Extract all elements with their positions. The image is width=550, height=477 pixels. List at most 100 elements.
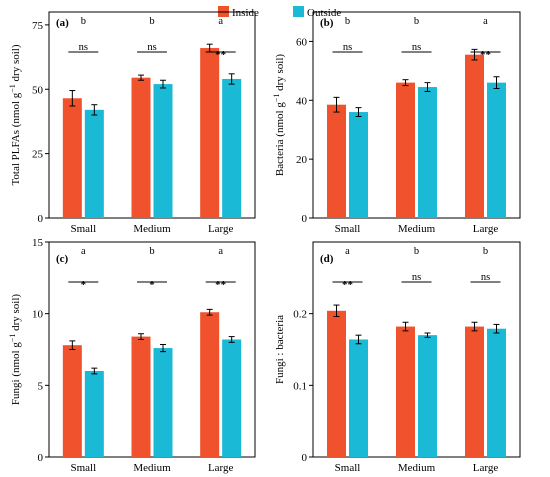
significance-label: ns (147, 42, 156, 53)
group-letter: a (81, 246, 86, 257)
x-tick-label: Medium (133, 223, 171, 235)
chart-panel: 0 25 50 75 Total PLFAs (nmol g−1 dry soil) (a… (8, 11, 256, 235)
group-letter: b (345, 16, 350, 27)
group-letter: a (345, 246, 350, 257)
chart-panel: 0 5 10 15 Fungi (nmol g−1 dry soil) (c) Small a… (8, 237, 256, 474)
group-letter: a (483, 16, 488, 27)
bar (487, 82, 506, 218)
plot-frame (312, 11, 521, 219)
y-tick-label: 5 (38, 380, 44, 392)
bar (349, 339, 368, 457)
x-tick-label: Medium (133, 462, 171, 474)
y-tick-label: 10 (32, 309, 44, 321)
bar (465, 54, 484, 218)
bar (222, 339, 242, 457)
y-axis-label-main: Total PLFAs (nmol g (10, 92, 22, 185)
significance-label: * (149, 279, 155, 291)
bar (62, 98, 82, 218)
significance-label: ** (215, 279, 227, 291)
y-tick-label: 0 (302, 452, 308, 464)
y-tick-label: 0 (38, 213, 44, 225)
group-letter: a (218, 246, 223, 257)
bar (153, 348, 173, 457)
y-tick-label: 20 (296, 154, 308, 166)
bar (84, 109, 104, 218)
x-tick-label: Large (473, 223, 499, 235)
y-axis-label: Fungi (nmol g−1 dry soil) (8, 294, 22, 406)
y-axis-label-tail: dry soil) (10, 44, 22, 84)
chart-panel: 0 0.1 0.2 Fungi : bacteria (d) Small a ** Medium… (274, 241, 521, 474)
bar (222, 78, 242, 218)
panel-label: (a) (56, 17, 69, 29)
significance-label: ns (79, 42, 88, 53)
bar (153, 84, 173, 218)
y-tick-label: 15 (32, 237, 44, 249)
bar (487, 328, 506, 457)
y-tick-label: 0.2 (293, 309, 307, 321)
y-tick-label: 60 (296, 36, 308, 48)
group-letter: b (414, 246, 419, 257)
bar (84, 371, 104, 457)
y-axis-label-main: Fungi (nmol g (10, 342, 22, 405)
y-axis-label: Total PLFAs (nmol g−1 dry soil) (8, 44, 22, 185)
group-letter: b (414, 16, 419, 27)
x-tick-label: Large (208, 462, 234, 474)
bar (131, 77, 151, 218)
y-axis-label-main: Fungi : bacteria (274, 315, 286, 384)
plot-frame (48, 241, 256, 458)
y-tick-label: 0.1 (293, 380, 307, 392)
plot-frame (312, 241, 521, 458)
bar (396, 82, 415, 218)
y-axis-label-tail: dry soil) (274, 54, 286, 94)
legend-label: Inside (232, 7, 259, 19)
significance-label: ns (343, 42, 352, 53)
significance-label: ** (215, 49, 227, 61)
group-letter: b (81, 16, 86, 27)
panel-label: (b) (320, 17, 334, 29)
y-tick-label: 75 (32, 20, 44, 32)
significance-label: ns (412, 42, 421, 53)
panel-label: (c) (56, 253, 69, 265)
significance-label: ns (481, 272, 490, 283)
bar (465, 326, 484, 457)
x-tick-label: Large (208, 223, 234, 235)
y-tick-label: 0 (38, 452, 44, 464)
bar (418, 87, 437, 219)
bar (131, 336, 151, 457)
significance-label: ** (480, 49, 492, 61)
y-axis-label-tail: dry soil) (10, 294, 22, 334)
panel-label: (d) (320, 253, 334, 265)
y-tick-label: 0 (302, 213, 308, 225)
y-axis-label: Fungi : bacteria (274, 315, 286, 384)
bar (327, 310, 346, 457)
group-letter: b (483, 246, 488, 257)
x-tick-label: Small (335, 223, 361, 235)
group-letter: b (149, 246, 154, 257)
y-axis-label-sup: −1 (272, 94, 281, 103)
group-letter: b (149, 16, 154, 27)
y-tick-label: 40 (296, 95, 308, 107)
plot-frame (48, 11, 256, 219)
y-axis-label-sup: −1 (8, 84, 17, 93)
x-tick-label: Medium (398, 223, 436, 235)
significance-label: ns (412, 272, 421, 283)
y-axis-label-sup: −1 (8, 334, 17, 343)
significance-label: * (81, 279, 87, 291)
x-tick-label: Small (70, 223, 96, 235)
bar (396, 326, 415, 457)
bar (418, 335, 437, 457)
legend-label: Outside (307, 7, 341, 19)
y-axis-label-main: Bacteria (nmol g (274, 102, 286, 176)
chart-panel: 0 20 40 60 Bacteria (nmol g−1 dry soil) (b) Sm… (272, 11, 521, 235)
bar (327, 104, 346, 218)
bar (200, 312, 220, 457)
x-tick-label: Small (70, 462, 96, 474)
bar (349, 112, 368, 218)
y-tick-label: 25 (32, 149, 44, 161)
x-tick-label: Large (473, 462, 499, 474)
bar (200, 48, 220, 218)
y-tick-label: 50 (32, 84, 44, 96)
x-tick-label: Medium (398, 462, 436, 474)
y-axis-label: Bacteria (nmol g−1 dry soil) (272, 54, 286, 176)
